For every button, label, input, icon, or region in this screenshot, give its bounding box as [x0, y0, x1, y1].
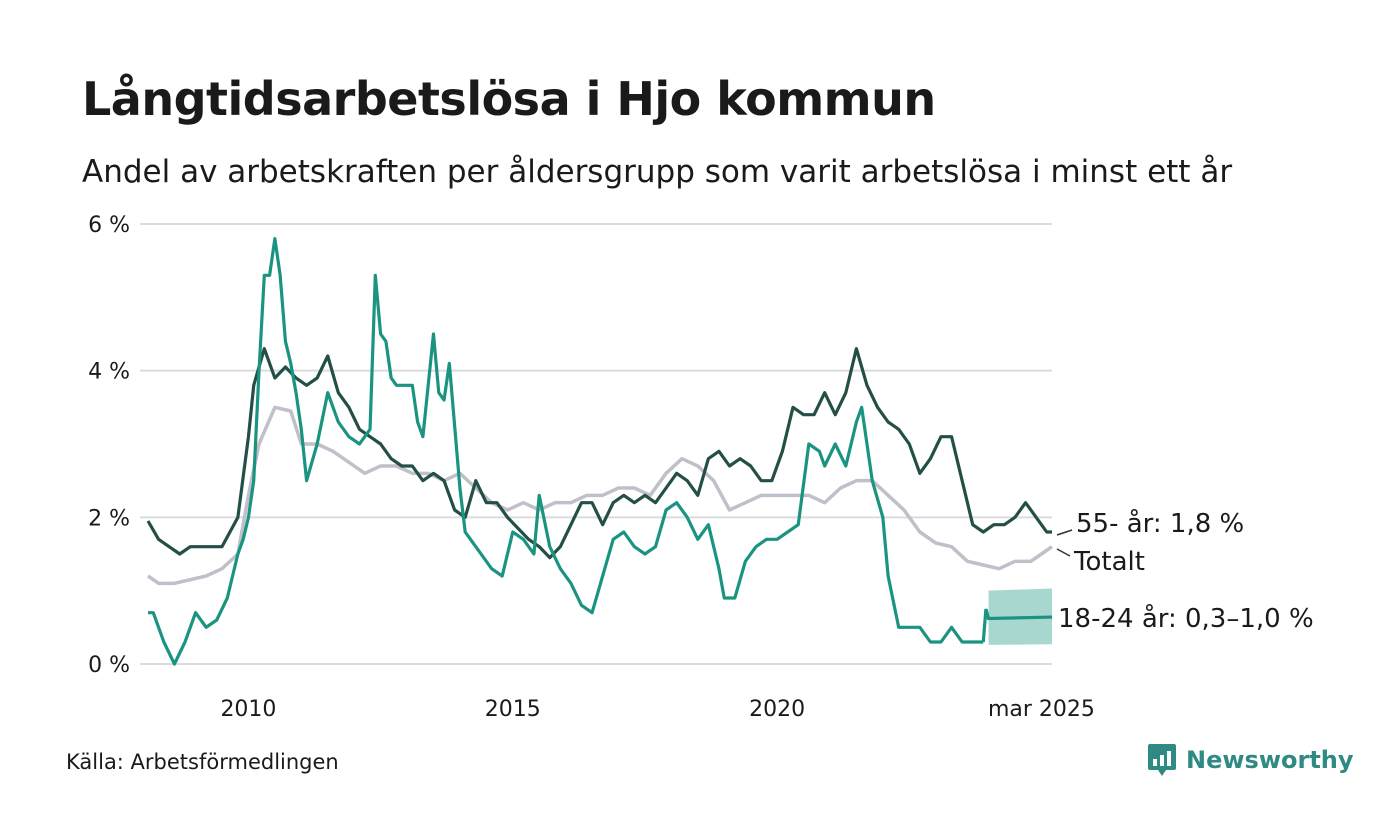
x-tick-label: 2015: [485, 697, 541, 722]
brand-logo: Newsworthy: [1148, 744, 1354, 776]
source-note: Källa: Arbetsförmedlingen: [66, 750, 339, 774]
label-leader-line: [1056, 529, 1073, 536]
series-end-label: 55- år: 1,8 %: [1076, 508, 1244, 539]
bar-chart-icon: [1148, 744, 1176, 776]
line-chart: 0 % 2 % 4 % 6 % 2010 2015 2020 mar 2025 55- år…: [88, 213, 1314, 722]
forecast-line: [981, 608, 1053, 643]
series-end-label: Totalt: [1073, 547, 1145, 577]
y-tick-label: 2 %: [88, 506, 130, 531]
chart-title: Långtidsarbetslösa i Hjo kommun: [82, 72, 936, 126]
series-line-55-r: [146, 347, 1052, 560]
label-leader-line: [1056, 548, 1071, 557]
brand-name: Newsworthy: [1186, 746, 1354, 774]
series-line-totalt: [147, 405, 1053, 586]
x-tick-label: mar 2025: [988, 697, 1095, 722]
series-end-label: 18-24 år: 0,3–1,0 %: [1058, 603, 1314, 634]
y-tick-label: 4 %: [88, 360, 130, 385]
x-tick-label: 2010: [220, 697, 276, 722]
x-tick-label: 2020: [749, 697, 805, 722]
y-tick-label: 0 %: [88, 653, 130, 678]
y-tick-label: 6 %: [88, 213, 130, 238]
chart-subtitle: Andel av arbetskraften per åldersgrupp s…: [82, 154, 1233, 190]
series-line-18-24-r: [148, 237, 984, 666]
